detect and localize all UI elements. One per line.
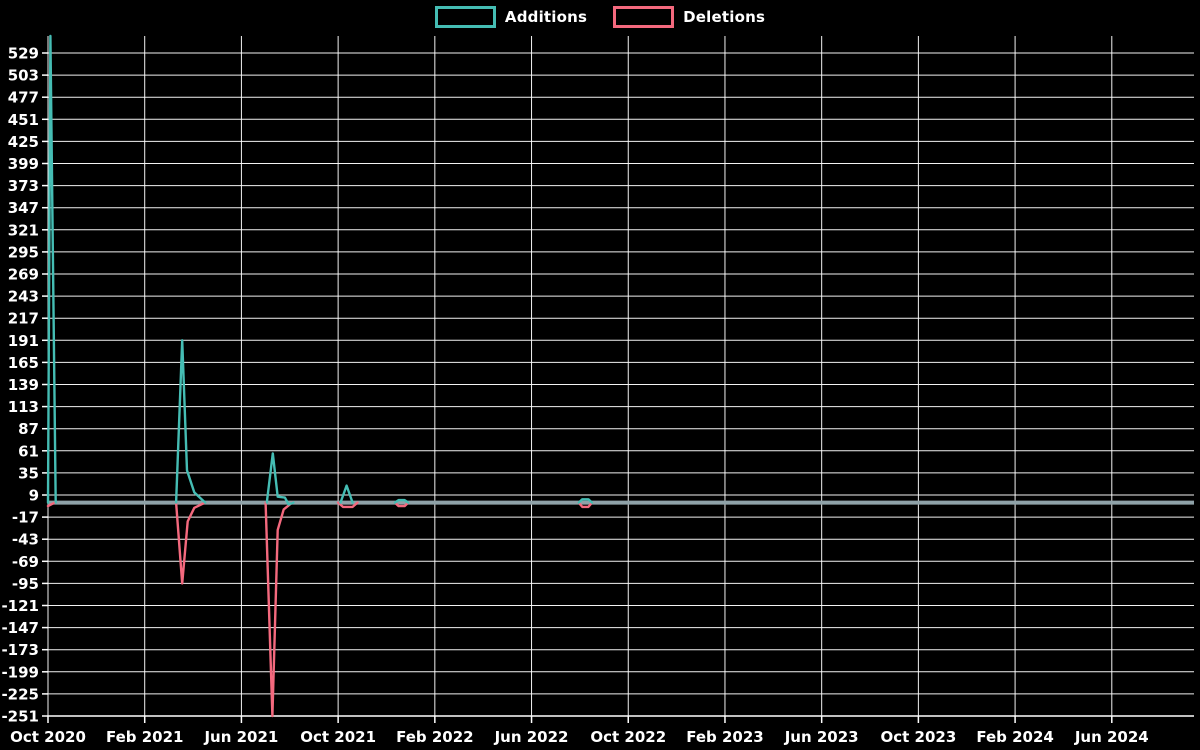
y-tick-label: -199 bbox=[1, 663, 39, 681]
x-tick-label: Feb 2021 bbox=[106, 728, 184, 746]
y-tick-label: 295 bbox=[8, 243, 39, 261]
y-tick-label: -95 bbox=[12, 575, 39, 593]
y-tick-label: 35 bbox=[18, 464, 39, 482]
y-tick-label: 139 bbox=[8, 376, 39, 394]
y-tick-label: 529 bbox=[8, 45, 39, 63]
deletions-line bbox=[336, 501, 359, 509]
y-tick-label: 61 bbox=[18, 442, 39, 460]
y-tick-label: 9 bbox=[29, 487, 39, 505]
y-tick-label: 321 bbox=[8, 221, 39, 239]
y-tick-label: -173 bbox=[1, 641, 39, 659]
y-tick-label: -43 bbox=[12, 531, 39, 549]
y-tick-label: 373 bbox=[8, 177, 39, 195]
y-tick-label: 165 bbox=[8, 354, 39, 372]
x-tick-label: Jun 2024 bbox=[1074, 728, 1149, 746]
deletions-line bbox=[174, 501, 207, 585]
x-tick-label: Oct 2020 bbox=[10, 728, 86, 746]
deletions-line bbox=[393, 501, 410, 508]
y-tick-label: -17 bbox=[12, 509, 39, 527]
x-tick-label: Feb 2023 bbox=[686, 728, 764, 746]
y-tick-label: 425 bbox=[8, 133, 39, 151]
y-tick-label: 451 bbox=[8, 111, 39, 129]
y-tick-label: -69 bbox=[12, 553, 39, 571]
y-tick-label: 217 bbox=[8, 310, 39, 328]
x-tick-label: Jun 2021 bbox=[203, 728, 278, 746]
deletions-line bbox=[264, 501, 294, 718]
x-tick-label: Oct 2023 bbox=[880, 728, 956, 746]
additions-line bbox=[265, 452, 295, 506]
x-tick-label: Oct 2022 bbox=[590, 728, 666, 746]
y-tick-label: 477 bbox=[8, 89, 39, 107]
y-tick-label: -147 bbox=[1, 619, 39, 637]
x-tick-label: Feb 2024 bbox=[976, 728, 1054, 746]
y-tick-label: -225 bbox=[1, 685, 39, 703]
y-tick-label: 243 bbox=[8, 288, 39, 306]
additions-line bbox=[174, 339, 207, 504]
x-tick-label: Jun 2023 bbox=[784, 728, 859, 746]
y-tick-label: 87 bbox=[18, 420, 39, 438]
additions-line bbox=[339, 484, 354, 504]
y-tick-label: -251 bbox=[1, 708, 39, 726]
y-tick-label: 269 bbox=[8, 266, 39, 284]
x-tick-label: Oct 2021 bbox=[300, 728, 376, 746]
y-tick-label: 399 bbox=[8, 155, 39, 173]
additions-line bbox=[577, 498, 594, 504]
deletions-line bbox=[577, 501, 594, 509]
y-tick-label: 347 bbox=[8, 199, 39, 217]
x-tick-label: Feb 2022 bbox=[396, 728, 474, 746]
y-tick-label: -121 bbox=[1, 597, 39, 615]
y-tick-label: 113 bbox=[8, 398, 39, 416]
deletions-line bbox=[46, 501, 56, 508]
x-tick-label: Jun 2022 bbox=[494, 728, 569, 746]
y-tick-label: 503 bbox=[8, 67, 39, 85]
additions-line bbox=[46, 34, 57, 504]
additions-line bbox=[393, 498, 410, 504]
y-tick-label: 191 bbox=[8, 332, 39, 350]
